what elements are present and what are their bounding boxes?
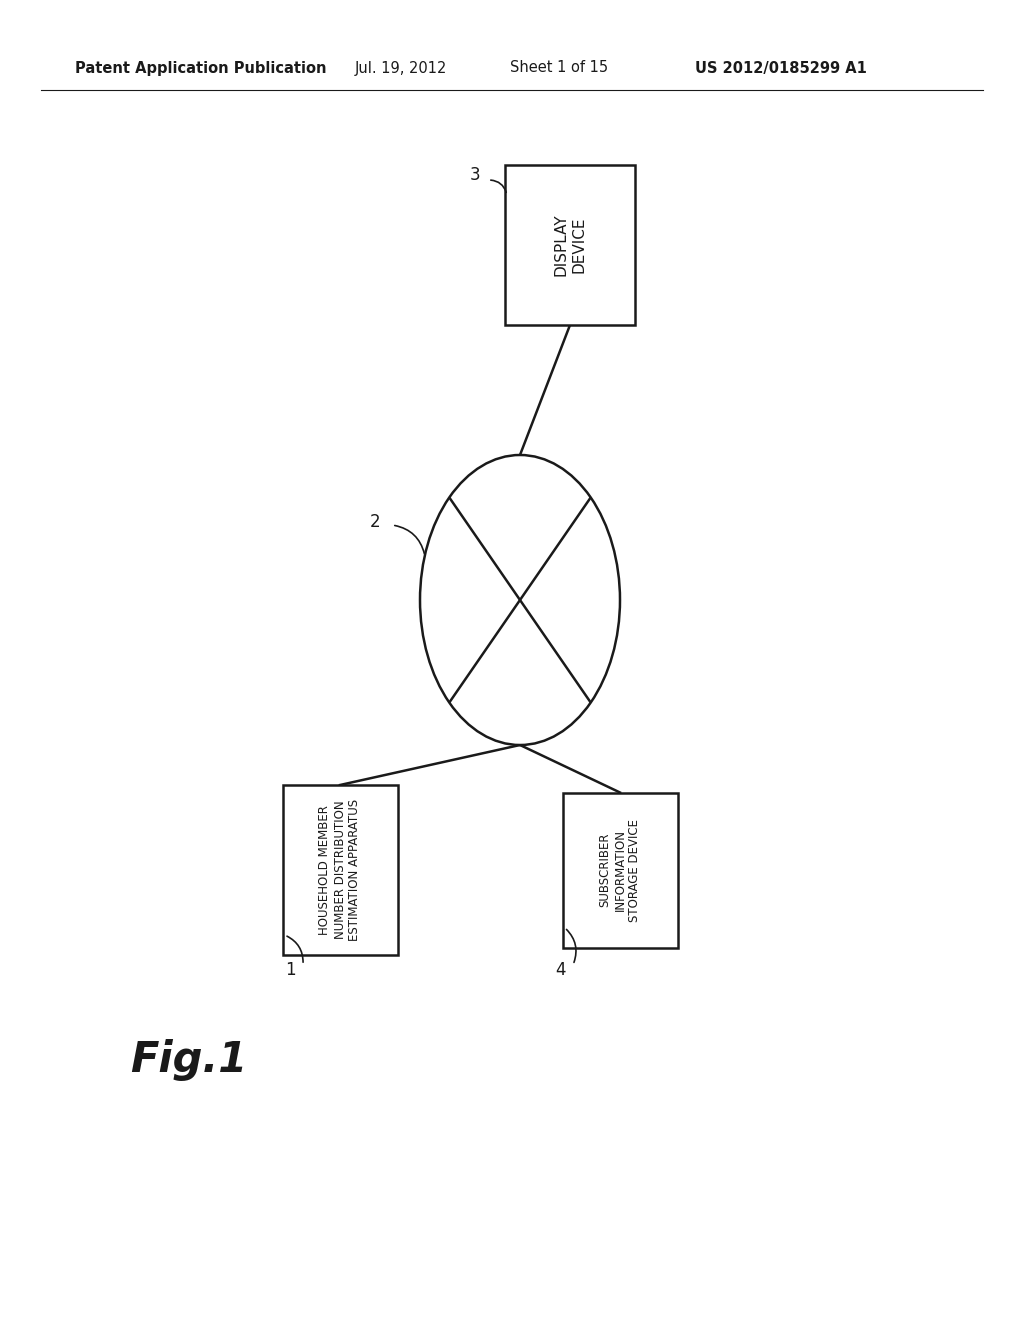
Text: US 2012/0185299 A1: US 2012/0185299 A1 <box>695 61 867 75</box>
Text: 2: 2 <box>370 513 380 531</box>
Bar <box>505 165 635 325</box>
Text: 3: 3 <box>470 166 480 183</box>
Ellipse shape <box>420 455 620 744</box>
Text: 1: 1 <box>285 961 295 979</box>
Text: DISPLAY
DEVICE: DISPLAY DEVICE <box>554 214 586 276</box>
Text: HOUSEHOLD MEMBER
NUMBER DISTRIBUTION
ESTIMATION APPARATUS: HOUSEHOLD MEMBER NUMBER DISTRIBUTION EST… <box>318 799 361 941</box>
Bar <box>562 792 678 948</box>
Text: SUBSCRIBER
INFORMATION
STORAGE DEVICE: SUBSCRIBER INFORMATION STORAGE DEVICE <box>598 818 641 921</box>
Bar <box>283 785 397 954</box>
Text: Fig.1: Fig.1 <box>130 1039 247 1081</box>
Text: Jul. 19, 2012: Jul. 19, 2012 <box>355 61 447 75</box>
Text: 4: 4 <box>555 961 565 979</box>
Text: Sheet 1 of 15: Sheet 1 of 15 <box>510 61 608 75</box>
Text: Patent Application Publication: Patent Application Publication <box>75 61 327 75</box>
